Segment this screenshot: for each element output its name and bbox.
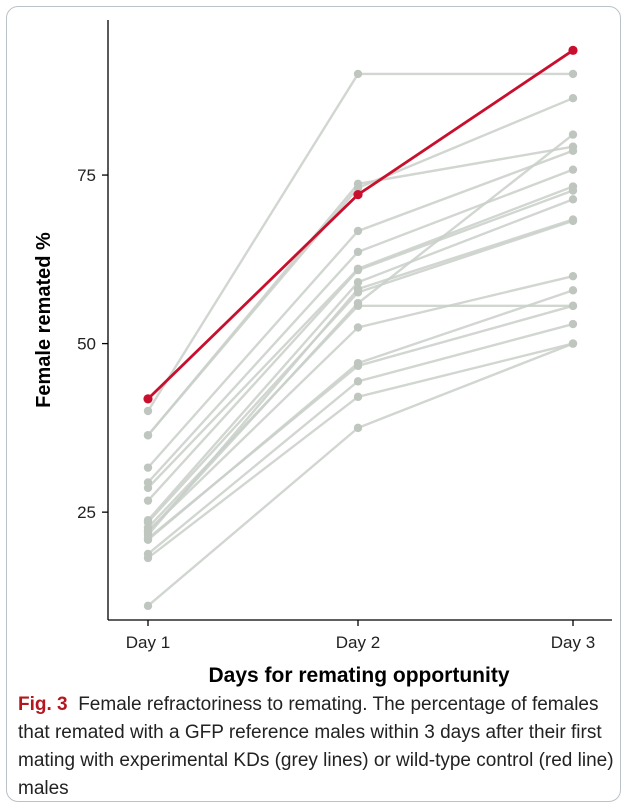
caption-label: Fig. 3 [18, 694, 68, 715]
control-point [143, 394, 153, 404]
kd-point [568, 182, 578, 191]
kd-point [568, 271, 578, 281]
kd-series-line [147, 304, 573, 529]
figure-caption: Fig. 3 Female refractoriness to remating… [18, 691, 616, 803]
kd-point [568, 195, 578, 204]
kd-point [568, 130, 578, 139]
control-point [353, 190, 363, 200]
kd-point [143, 601, 153, 611]
kd-point [143, 431, 153, 440]
y-tick-label: 75 [77, 166, 96, 185]
kd-point [568, 69, 578, 79]
kd-point [143, 406, 153, 416]
kd-point [353, 323, 363, 332]
kd-point [568, 215, 578, 224]
y-tick-group: 25 50 75 [77, 166, 108, 522]
kd-point [568, 94, 578, 103]
kd-point [143, 496, 153, 505]
caption-title: Female refractoriness to remating. [78, 694, 368, 715]
kd-point [353, 423, 363, 433]
kd-point [568, 319, 578, 329]
kd-point [143, 528, 153, 537]
x-tick-label: Day 2 [336, 633, 380, 652]
control-point [568, 45, 578, 55]
y-tick-label: 50 [77, 335, 96, 354]
kd-point [353, 69, 363, 79]
x-tick-label: Day 3 [551, 633, 595, 652]
kd-point [568, 286, 578, 295]
kd-point [353, 392, 363, 402]
kd-point [143, 463, 153, 472]
control-series-group [143, 45, 578, 404]
y-tick-label: 25 [77, 503, 96, 522]
kd-point [353, 278, 363, 287]
x-tick-label: Day 1 [126, 633, 170, 652]
kd-point [143, 516, 153, 525]
kd-points-group [143, 69, 578, 611]
caption-text: The percentage of females that remated w… [18, 694, 614, 799]
kd-series-line [147, 275, 574, 532]
kd-point [353, 298, 363, 308]
kd-point [353, 358, 363, 368]
kd-point [143, 549, 153, 559]
kd-point [143, 478, 153, 487]
kd-point [353, 264, 363, 273]
kd-point [353, 247, 363, 257]
kd-point [353, 377, 363, 386]
kd-point [353, 183, 363, 193]
y-axis-label: Female remated % [33, 232, 55, 408]
kd-point [353, 226, 363, 236]
kd-point [568, 339, 578, 348]
x-axis-label: Days for remating opportunity [208, 664, 509, 687]
kd-series-group [146, 72, 574, 607]
kd-point [568, 301, 578, 311]
x-tick-group: Day 1 Day 2 Day 3 [126, 620, 595, 652]
kd-point [568, 165, 578, 174]
kd-point [353, 284, 363, 294]
kd-point [568, 142, 578, 151]
